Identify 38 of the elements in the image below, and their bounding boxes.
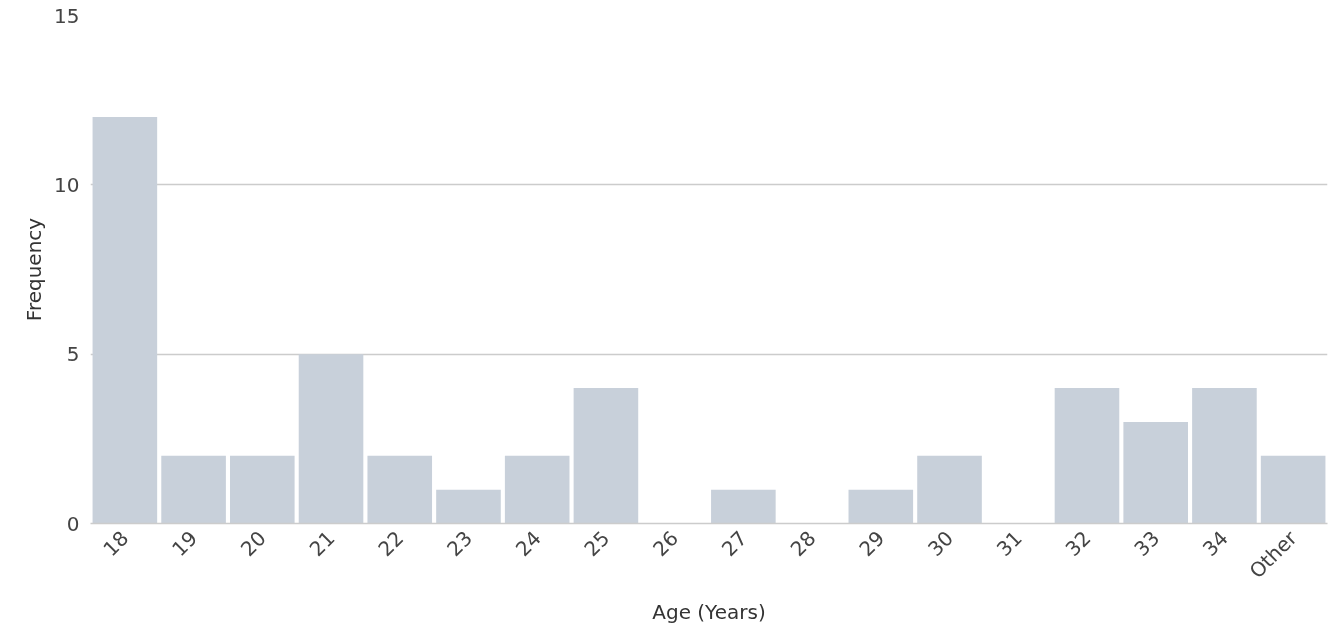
bar — [504, 455, 570, 524]
x-tick-label: 33 — [1129, 526, 1165, 561]
y-tick-label: 15 — [54, 3, 80, 28]
x-axis-title: Age (Years) — [652, 599, 766, 624]
x-tick-label: 27 — [716, 526, 752, 561]
bar — [1192, 388, 1257, 524]
bar — [436, 489, 501, 524]
x-tick-label: 34 — [1197, 526, 1233, 561]
bar — [711, 489, 776, 524]
x-tick-label: 19 — [167, 526, 203, 561]
x-tick-label: 22 — [373, 526, 409, 561]
bar — [1123, 421, 1188, 524]
x-tick-label: 29 — [854, 526, 890, 561]
bar — [848, 489, 914, 524]
bar — [230, 455, 295, 524]
x-tick-label: 23 — [441, 526, 477, 561]
x-tick-label: 30 — [923, 526, 959, 561]
x-tick-label: 18 — [98, 526, 134, 561]
x-tick-label: 32 — [1060, 526, 1096, 561]
bar — [573, 388, 639, 524]
x-tick-label: 31 — [991, 526, 1027, 561]
bar — [1054, 388, 1120, 524]
bar — [367, 455, 433, 524]
x-tick-label: 26 — [648, 526, 684, 561]
x-tick-label: 21 — [304, 526, 340, 561]
bar — [298, 354, 364, 524]
y-axis-title: Frequency — [22, 217, 47, 322]
x-tick-label: 20 — [235, 526, 271, 561]
y-tick-label: 10 — [54, 172, 80, 197]
y-tick-label: 0 — [66, 511, 80, 536]
bar — [161, 455, 226, 524]
bar — [917, 455, 982, 524]
bar — [1260, 455, 1326, 524]
bar — [92, 117, 158, 524]
x-tick-label: 25 — [579, 526, 615, 561]
x-tick-label: 24 — [510, 526, 546, 561]
x-tick-label: 28 — [785, 526, 821, 561]
y-tick-label: 5 — [66, 342, 80, 367]
